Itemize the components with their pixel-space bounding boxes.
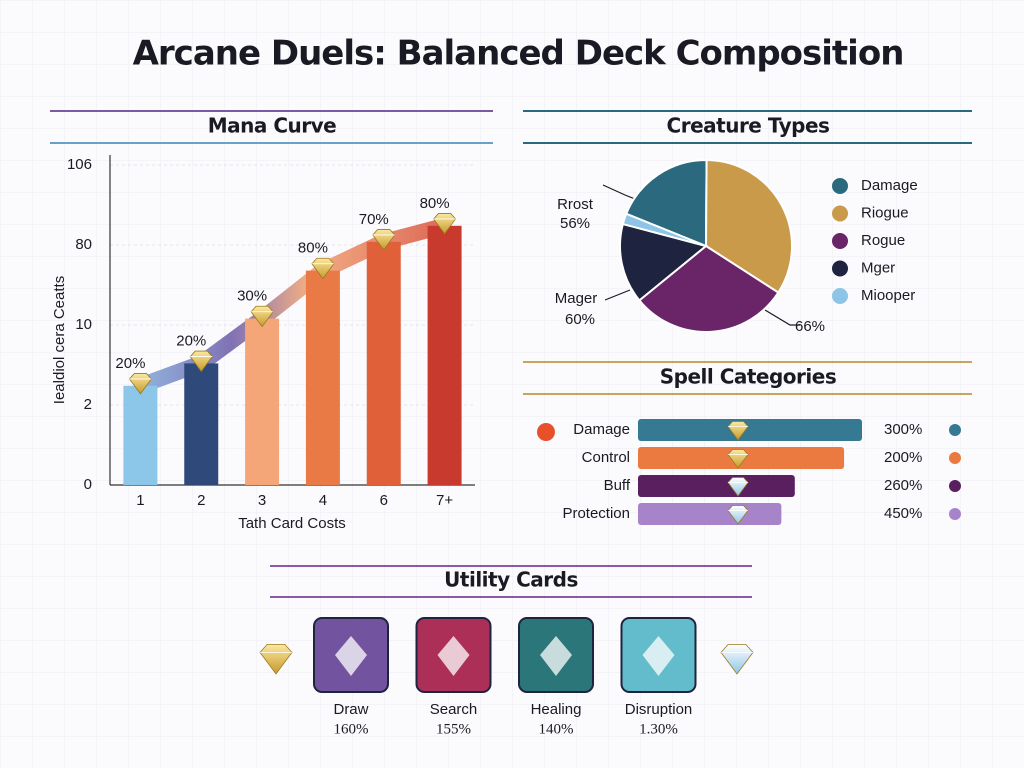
x-tick-label: 2	[197, 492, 205, 509]
card-label: Search	[430, 701, 478, 718]
legend-label: Rogue	[861, 232, 905, 249]
section-title: Spell Categories	[660, 365, 837, 389]
gem-icon	[372, 229, 396, 251]
y-tick-label: 106	[67, 156, 92, 173]
gem-icon	[128, 373, 152, 395]
category-icon	[949, 480, 961, 492]
card-icon	[335, 636, 367, 676]
card-label: Draw	[333, 701, 368, 718]
data-label: 20%	[176, 332, 206, 349]
leader-line	[604, 289, 631, 301]
data-label: 300%	[884, 421, 922, 438]
data-label: 450%	[884, 505, 922, 522]
bar	[427, 225, 462, 486]
category-icon	[949, 508, 961, 520]
gem-icon	[720, 644, 754, 675]
legend-icon	[832, 233, 848, 249]
data-label: 70%	[359, 211, 389, 228]
x-tick-label: 6	[380, 492, 388, 509]
gem-icon	[189, 350, 213, 373]
legend-label: Mger	[861, 259, 895, 276]
card-frame	[518, 617, 594, 693]
slice-label: Rrost	[557, 196, 594, 213]
pie-slice	[624, 159, 708, 248]
x-axis-label: Tath Card Costs	[238, 515, 346, 532]
category-icon	[949, 424, 961, 436]
card-icon	[540, 636, 572, 676]
pie-slice	[621, 212, 707, 247]
section-title: Utility Cards	[444, 568, 578, 592]
bar	[366, 241, 401, 485]
legend-icon	[832, 260, 848, 277]
bar	[123, 385, 158, 485]
legend-icon	[832, 205, 848, 222]
legend-icon	[832, 288, 848, 304]
y-tick-label: 2	[84, 396, 92, 413]
bar	[245, 318, 280, 485]
bar	[638, 503, 782, 525]
card-value: 160%	[334, 721, 369, 737]
category-label: Protection	[562, 505, 630, 522]
category-label: Damage	[573, 421, 630, 438]
legend-icon	[832, 178, 848, 194]
card-frame	[313, 617, 389, 693]
slice-label: Mager	[555, 290, 598, 307]
data-label: 80%	[298, 240, 328, 257]
card-value: 140%	[539, 721, 574, 737]
section-title: Creature Types	[667, 114, 830, 138]
card-frame	[415, 617, 492, 693]
gem-icon	[250, 305, 274, 328]
gem-icon	[259, 644, 293, 675]
flame-icon	[537, 423, 555, 441]
card-icon	[437, 636, 470, 676]
card-value: 155%	[436, 721, 471, 737]
data-label: 260%	[884, 477, 922, 494]
data-label: 200%	[884, 449, 922, 466]
bar	[638, 419, 862, 441]
pie-slice	[619, 222, 709, 302]
card-icon	[642, 636, 675, 676]
card-label: Healing	[531, 701, 582, 718]
gem-icon	[311, 257, 335, 280]
pie-slice	[637, 244, 780, 333]
x-tick-label: 4	[319, 492, 327, 509]
slice-label: 60%	[565, 311, 595, 328]
data-label: 20%	[115, 355, 145, 372]
slice-label: 56%	[560, 215, 590, 232]
page-title: Arcane Duels: Balanced Deck Composition	[133, 34, 904, 74]
legend-label: Riogue	[861, 204, 909, 221]
bar	[638, 475, 795, 497]
y-tick-label: 0	[84, 476, 92, 493]
bar	[305, 270, 340, 485]
data-label: 30%	[237, 288, 267, 305]
card-label: Disruption	[625, 701, 693, 718]
category-label: Buff	[604, 477, 631, 494]
card-frame	[620, 617, 697, 693]
legend-label: Miooper	[861, 287, 915, 304]
slice-label: 66%	[795, 318, 825, 335]
x-tick-label: 1	[136, 492, 144, 509]
gem-icon	[433, 213, 457, 235]
y-axis-label: Iealdiol cera Ceatts	[51, 276, 68, 404]
y-tick-label: 10	[75, 316, 92, 333]
leader-line	[764, 309, 800, 326]
x-tick-label: 7+	[436, 492, 453, 509]
bar	[184, 363, 219, 485]
section-title: Mana Curve	[208, 114, 336, 138]
y-tick-label: 80	[75, 236, 92, 253]
card-value: 1.30%	[639, 721, 678, 737]
legend-label: Damage	[861, 177, 918, 194]
category-label: Control	[582, 449, 630, 466]
x-tick-label: 3	[258, 492, 266, 509]
data-label: 80%	[420, 195, 450, 212]
category-icon	[949, 452, 961, 464]
